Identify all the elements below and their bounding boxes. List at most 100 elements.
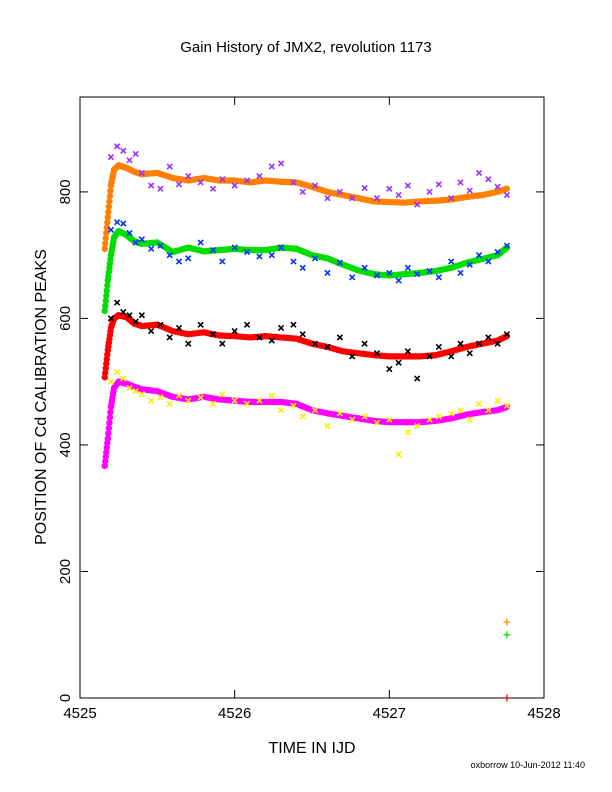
raw-point	[485, 406, 492, 414]
axis-ticks: 4525 4526 4527 4528 0 200 400 600 800	[57, 97, 561, 722]
raw-point	[113, 369, 121, 376]
raw-point	[349, 195, 356, 202]
raw-point	[324, 343, 331, 351]
raw-point	[231, 182, 238, 189]
raw-point	[132, 150, 139, 158]
raw-point	[197, 394, 204, 401]
raw-point	[395, 277, 402, 284]
trend-point	[102, 240, 109, 247]
raw-point	[219, 391, 226, 398]
raw-point	[120, 220, 127, 227]
trend-point	[103, 292, 110, 299]
raw-point	[448, 353, 455, 360]
outlier-point	[503, 631, 511, 639]
raw-point	[138, 236, 146, 243]
raw-point	[299, 264, 306, 271]
raw-point	[138, 391, 146, 398]
raw-point	[126, 229, 133, 237]
raw-point	[277, 244, 285, 251]
raw-point	[299, 413, 306, 420]
raw-point	[435, 413, 442, 420]
raw-point	[466, 261, 473, 268]
series-2-smoothed	[101, 227, 511, 315]
raw-point	[361, 264, 368, 271]
raw-point	[126, 157, 133, 164]
raw-point	[395, 191, 402, 199]
raw-point	[268, 392, 275, 399]
raw-point	[147, 327, 155, 335]
raw-point	[132, 239, 139, 246]
raw-point	[457, 406, 464, 414]
raw-point	[373, 272, 381, 279]
raw-point	[361, 184, 368, 192]
y-tick-label: 600	[57, 306, 74, 331]
raw-point	[256, 172, 263, 180]
trend-point	[106, 192, 114, 200]
trend-point	[503, 185, 511, 192]
raw-point	[166, 334, 173, 341]
trend-point	[105, 430, 112, 437]
raw-point	[485, 258, 492, 265]
raw-point	[219, 258, 226, 265]
raw-point	[175, 181, 183, 188]
raw-point	[256, 397, 263, 404]
trend-point	[503, 403, 511, 411]
x-tick-label: 4525	[63, 705, 96, 722]
trend-point	[101, 245, 108, 253]
raw-point	[290, 179, 297, 186]
footer-credit: oxborrow 10-Jun-2012 11:40	[471, 760, 585, 770]
raw-point	[197, 321, 204, 328]
raw-point	[395, 451, 402, 458]
raw-point	[448, 195, 455, 202]
raw-point	[414, 422, 421, 430]
trend-point	[503, 332, 511, 340]
raw-point	[485, 334, 492, 341]
raw-point	[404, 264, 412, 271]
raw-point	[277, 160, 285, 167]
trend-point	[105, 208, 112, 216]
raw-point	[147, 397, 155, 404]
raw-point	[268, 337, 275, 344]
trend-point	[105, 203, 113, 210]
raw-point	[197, 179, 204, 186]
raw-point	[277, 406, 285, 414]
raw-point	[175, 258, 183, 265]
raw-point	[311, 255, 319, 262]
raw-point	[268, 163, 275, 170]
raw-point	[147, 245, 155, 252]
raw-point	[466, 350, 473, 357]
raw-point	[435, 274, 442, 281]
raw-point	[107, 378, 115, 385]
trend-point	[104, 214, 112, 221]
raw-point	[503, 242, 511, 249]
raw-point	[404, 429, 412, 436]
raw-point	[414, 270, 421, 278]
raw-point	[157, 394, 164, 401]
trend-point	[101, 307, 108, 315]
raw-point	[404, 348, 412, 355]
raw-point	[166, 163, 173, 170]
raw-point	[268, 251, 275, 259]
raw-point	[475, 251, 483, 259]
raw-point	[503, 402, 511, 409]
raw-point	[166, 251, 173, 259]
data-marks	[101, 143, 511, 702]
raw-point	[435, 343, 442, 351]
raw-point	[426, 267, 433, 275]
raw-point	[386, 416, 393, 423]
series-7-raw	[107, 369, 511, 458]
raw-point	[311, 182, 319, 189]
raw-point	[166, 400, 173, 407]
raw-point	[475, 400, 483, 407]
raw-point	[494, 183, 501, 190]
raw-point	[290, 402, 297, 409]
raw-point	[386, 365, 393, 373]
raw-point	[494, 397, 501, 404]
y-tick-label: 800	[57, 179, 74, 204]
raw-point	[373, 195, 381, 202]
raw-point	[107, 153, 115, 161]
x-tick-label: 4528	[527, 705, 560, 722]
raw-point	[185, 397, 192, 404]
raw-point	[219, 176, 226, 183]
raw-point	[349, 274, 356, 281]
